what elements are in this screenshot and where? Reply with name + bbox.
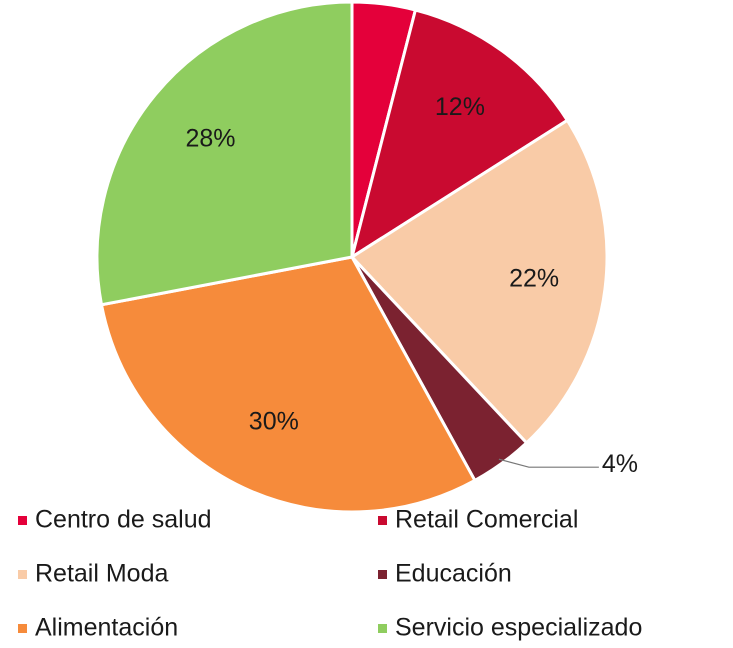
legend-marker bbox=[378, 624, 387, 633]
legend-label: Retail Moda bbox=[35, 560, 168, 588]
data-label: 30% bbox=[249, 408, 299, 436]
legend-marker bbox=[378, 516, 387, 525]
pie-slice bbox=[349, 8, 570, 261]
legend-label: Alimentación bbox=[35, 614, 178, 642]
data-label: 4% bbox=[602, 450, 638, 478]
pie-slice bbox=[349, 118, 609, 446]
legend-marker bbox=[18, 570, 27, 579]
pie-slice bbox=[99, 255, 477, 514]
legend-label: Centro de salud bbox=[35, 506, 212, 534]
leader-line bbox=[498, 458, 599, 468]
legend-label: Educación bbox=[395, 560, 512, 588]
data-label: 28% bbox=[186, 125, 236, 153]
data-label: 22% bbox=[509, 265, 559, 293]
legend-marker bbox=[18, 624, 27, 633]
data-label: 12% bbox=[435, 93, 485, 121]
legend-label: Retail Comercial bbox=[395, 506, 578, 534]
pie-slice bbox=[95, 0, 354, 307]
legend-marker bbox=[378, 570, 387, 579]
legend-label: Servicio especializado bbox=[395, 614, 642, 642]
legend-marker bbox=[18, 516, 27, 525]
